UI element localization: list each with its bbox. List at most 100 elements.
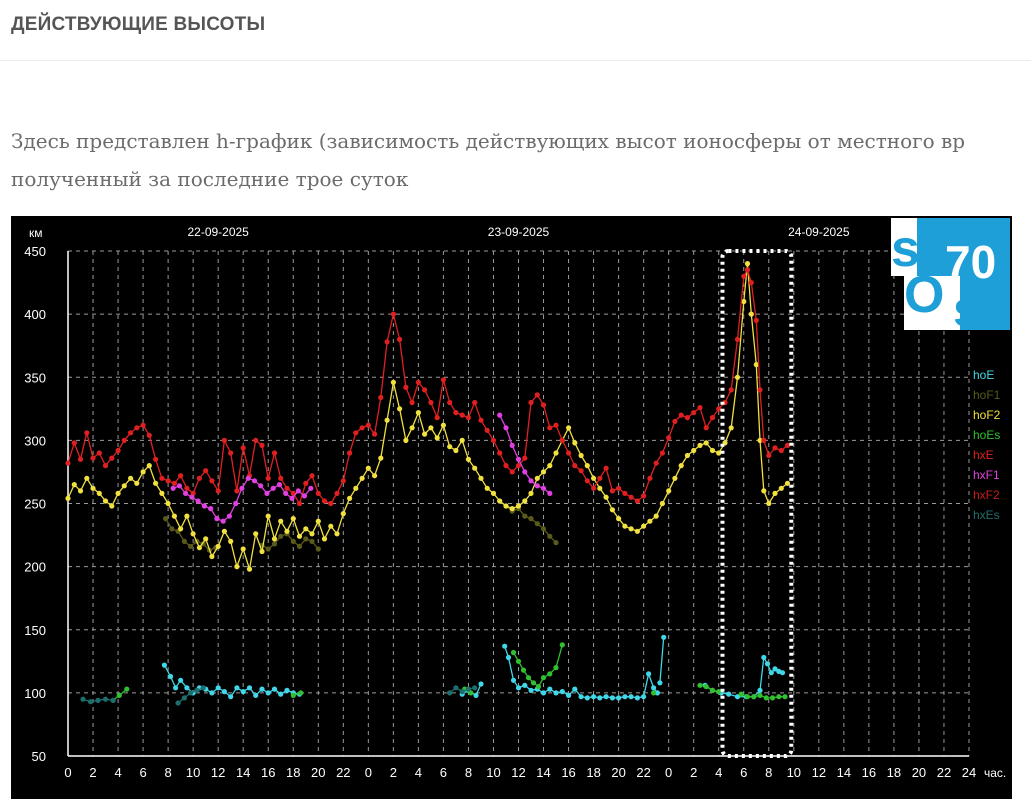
data-point <box>110 697 116 703</box>
data-point <box>271 686 278 692</box>
x-tick-label: 20 <box>311 765 325 780</box>
data-point <box>84 430 90 436</box>
data-point <box>703 440 709 446</box>
data-point <box>184 485 190 491</box>
data-point <box>628 694 634 700</box>
x-tick-label: 10 <box>486 765 500 780</box>
data-point <box>271 536 278 542</box>
data-point <box>161 662 167 668</box>
data-point <box>515 685 522 691</box>
data-point <box>591 485 597 491</box>
data-point <box>768 670 774 676</box>
series-line <box>261 533 319 550</box>
data-point <box>228 450 234 456</box>
data-point <box>744 261 751 267</box>
data-point <box>188 690 194 696</box>
x-tick-label: 8 <box>465 765 472 780</box>
data-point <box>784 480 791 486</box>
data-point <box>591 694 597 700</box>
intro-line-1: Здесь представлен h-график (зависимость … <box>11 129 966 153</box>
legend-item-hoF2: hoF2 <box>973 408 1001 422</box>
data-point <box>372 473 378 479</box>
logo: s 70 O s <box>891 218 1010 337</box>
intro-line-2: полученный за последние трое суток <box>11 167 409 191</box>
y-axis-unit: км <box>29 226 43 240</box>
y-tick-label: 350 <box>24 370 46 385</box>
data-point <box>484 485 490 491</box>
data-point <box>459 437 465 443</box>
data-point <box>284 528 290 534</box>
data-point <box>584 695 590 701</box>
series-line <box>499 500 557 544</box>
y-tick-labels: 450 400 350 300 250 200 150 100 50 <box>24 244 46 764</box>
data-point <box>184 685 190 691</box>
data-point <box>84 475 90 481</box>
data-point <box>228 694 234 700</box>
data-point <box>528 490 534 496</box>
x-tick-label: 16 <box>862 765 876 780</box>
data-point <box>178 473 184 479</box>
data-point <box>520 667 527 673</box>
data-point <box>784 442 791 448</box>
data-point <box>290 692 296 698</box>
data-point <box>278 475 284 481</box>
data-point <box>528 399 534 406</box>
x-tick-label: 16 <box>261 765 275 780</box>
data-point <box>214 516 220 522</box>
data-point <box>239 485 245 491</box>
data-point <box>434 435 440 441</box>
data-point <box>184 513 190 519</box>
data-point <box>422 387 428 393</box>
data-point <box>503 425 509 431</box>
legend-item-hxF1: hxF1 <box>973 468 1000 482</box>
data-point <box>634 528 641 534</box>
data-point <box>440 377 446 383</box>
data-point <box>109 455 115 461</box>
data-point <box>334 531 340 537</box>
data-point <box>553 665 559 671</box>
data-point <box>390 379 396 385</box>
data-point <box>766 452 772 459</box>
data-point <box>734 694 741 700</box>
data-point <box>258 483 264 489</box>
data-point <box>505 654 512 661</box>
logo-number-70: 70 <box>945 236 996 288</box>
data-point <box>221 528 227 534</box>
data-point <box>651 690 657 696</box>
data-point <box>234 564 240 570</box>
data-point <box>372 431 378 437</box>
data-point <box>769 695 776 701</box>
data-point <box>178 526 184 532</box>
x-tick-label: 8 <box>164 765 171 780</box>
data-point <box>96 450 102 456</box>
data-point <box>691 447 697 454</box>
data-point <box>390 311 396 317</box>
data-point <box>728 425 734 431</box>
data-point <box>616 485 622 491</box>
data-point <box>321 498 328 504</box>
data-point <box>472 465 478 471</box>
data-point <box>509 442 515 448</box>
x-tick-label: 12 <box>812 765 826 780</box>
data-point <box>128 430 134 436</box>
data-point <box>378 455 384 461</box>
data-point <box>447 690 453 696</box>
data-point <box>684 415 691 421</box>
data-point <box>657 680 663 686</box>
data-point <box>634 695 641 701</box>
data-point <box>178 677 184 683</box>
data-point <box>220 518 226 524</box>
data-point <box>315 518 321 524</box>
data-point <box>628 526 634 532</box>
data-point <box>215 685 221 691</box>
data-point <box>447 399 453 406</box>
data-point <box>509 469 515 475</box>
data-point <box>209 553 215 560</box>
data-point <box>661 634 667 640</box>
data-point <box>753 362 759 368</box>
data-point <box>547 671 553 677</box>
data-point <box>459 412 465 418</box>
data-point <box>124 686 130 692</box>
data-point <box>340 478 346 484</box>
data-point <box>465 415 471 421</box>
